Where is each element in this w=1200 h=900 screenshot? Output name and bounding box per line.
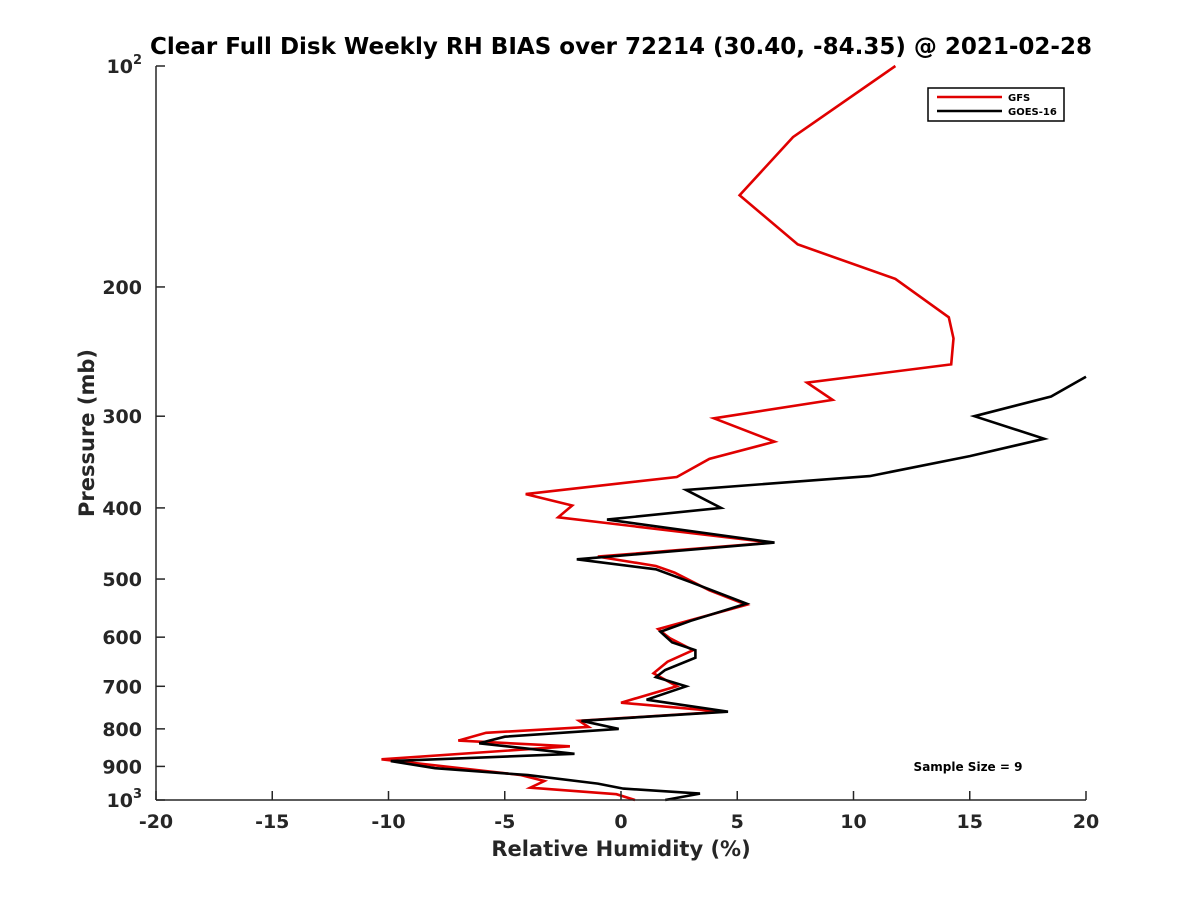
y-tick-label: 800 xyxy=(102,719,142,741)
x-tick-label: 0 xyxy=(614,811,627,833)
x-ticks: -20 -15 -10 -5 0 5 10 15 20 xyxy=(139,791,1099,833)
y-tick-label: 600 xyxy=(102,627,142,649)
y-tick-label: 102 xyxy=(107,53,143,78)
y-tick-label: 500 xyxy=(102,569,142,591)
legend-box xyxy=(927,87,1065,122)
plot-area: -20 -15 -10 -5 0 5 10 15 20 102 200 300 400 500 600 70… xyxy=(102,53,1099,833)
y-ticks: 102 200 300 400 500 600 700 800 900 103 xyxy=(102,53,165,812)
series-line-goes16 xyxy=(390,375,1087,802)
series-layer xyxy=(381,64,1087,802)
x-axis-label: Relative Humidity (%) xyxy=(491,837,750,861)
y-tick-label: 900 xyxy=(102,756,142,778)
x-tick-label: 5 xyxy=(731,811,744,833)
x-tick-label: -10 xyxy=(371,811,405,833)
y-tick-label: 103 xyxy=(107,787,143,812)
x-tick-label: -20 xyxy=(139,811,173,833)
x-tick-label: 20 xyxy=(1073,811,1099,833)
legend: GFS GOES-16 xyxy=(927,87,1065,122)
y-tick-label: 400 xyxy=(102,498,142,520)
sample-size-annotation: Sample Size = 9 xyxy=(914,760,1023,774)
y-tick-label: 200 xyxy=(102,277,142,299)
legend-label-goes16: GOES-16 xyxy=(1008,107,1057,118)
y-tick-label: 300 xyxy=(102,406,142,428)
x-tick-label: 10 xyxy=(840,811,866,833)
x-tick-label: -5 xyxy=(494,811,515,833)
x-tick-label: 15 xyxy=(957,811,983,833)
series-line-gfs xyxy=(381,64,955,802)
chart-title: Clear Full Disk Weekly RH BIAS over 7221… xyxy=(150,34,1092,60)
y-tick-label: 700 xyxy=(102,676,142,698)
x-tick-label: -15 xyxy=(255,811,289,833)
legend-label-gfs: GFS xyxy=(1008,93,1030,104)
y-axis-label: Pressure (mb) xyxy=(75,349,99,517)
